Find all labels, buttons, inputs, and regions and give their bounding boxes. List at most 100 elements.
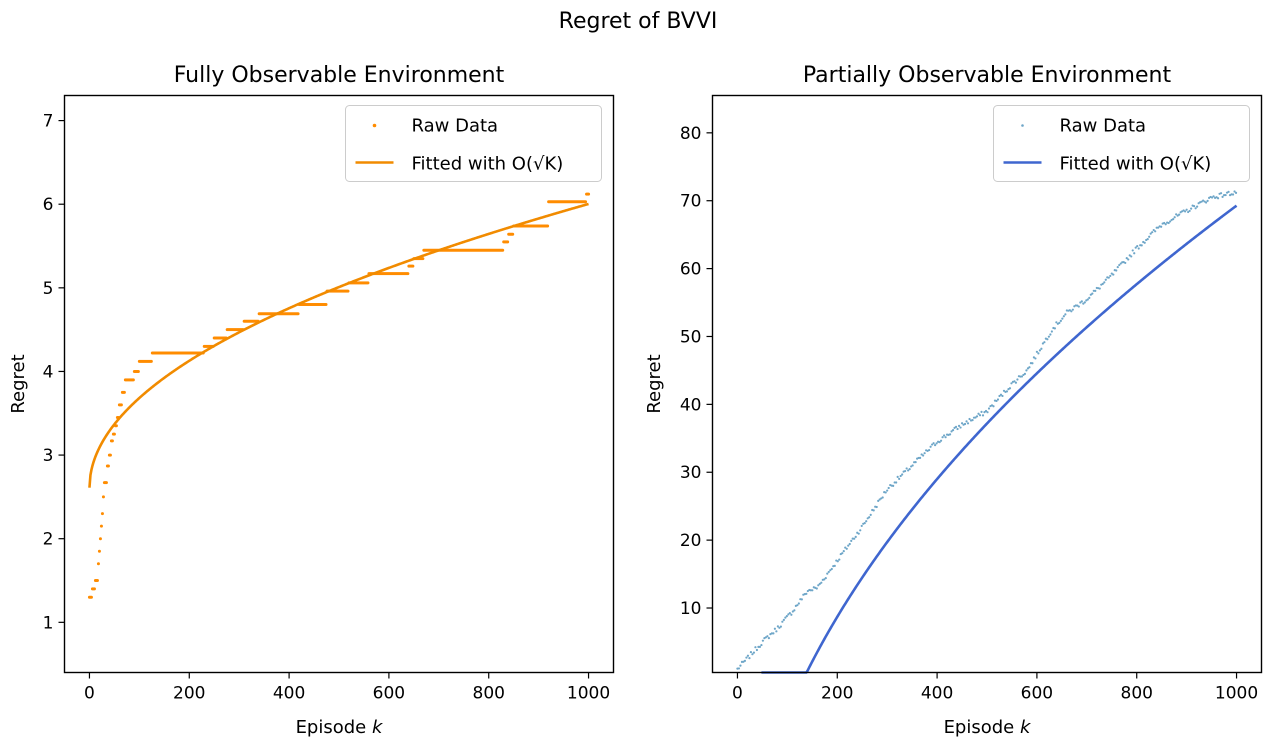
raw-data-point (1040, 347, 1043, 350)
axes-frame (63, 94, 615, 674)
raw-data-point (938, 441, 941, 444)
raw-data-point (815, 587, 818, 590)
raw-data-point (1101, 282, 1104, 285)
raw-data-point (1151, 231, 1154, 234)
raw-data-point (1070, 310, 1073, 313)
x-tick-label: 1000 (1215, 684, 1258, 704)
raw-data-point (1109, 274, 1112, 278)
raw-data-point (1233, 190, 1236, 193)
raw-data-point (1154, 230, 1157, 233)
raw-data-point (911, 464, 914, 467)
raw-data-point (1152, 228, 1155, 232)
raw-data-point (1193, 205, 1196, 208)
raw-data-point (781, 620, 784, 623)
raw-data-point (748, 656, 751, 660)
x-tick-label: 400 (273, 684, 305, 704)
raw-data-point (99, 524, 103, 528)
raw-data-point (787, 613, 790, 616)
raw-data-point (1104, 278, 1107, 281)
raw-data-point (827, 570, 830, 574)
raw-data-point (992, 405, 995, 408)
legend-box (993, 105, 1250, 182)
x-tick-label: 800 (1121, 684, 1153, 704)
raw-data-point (784, 616, 787, 619)
raw-data-point (1094, 289, 1097, 292)
raw-data-point (501, 248, 505, 252)
raw-data-point (984, 409, 988, 413)
raw-data-point (131, 378, 135, 382)
x-tick-label: 1000 (567, 684, 610, 704)
raw-data-point (1046, 338, 1049, 341)
raw-data-point (853, 537, 856, 540)
raw-data-point (760, 643, 763, 647)
raw-data-point (790, 613, 793, 616)
raw-data-point (841, 552, 844, 555)
raw-data-point (136, 369, 140, 373)
y-tick-label: 50 (680, 327, 702, 347)
raw-data-point (886, 489, 889, 492)
raw-data-point (1083, 301, 1086, 304)
raw-data-point (1103, 281, 1106, 284)
raw-data-point (1025, 369, 1028, 372)
raw-data-point (844, 546, 847, 549)
raw-data-point (796, 604, 799, 607)
raw-data-point (1134, 246, 1137, 249)
raw-data-point (1224, 193, 1227, 197)
raw-data-point (881, 496, 884, 499)
raw-data-point (1071, 308, 1074, 311)
raw-data-point (797, 602, 800, 605)
y-axis-label: Regret (8, 354, 29, 413)
raw-data-point (908, 468, 911, 471)
raw-data-point (743, 659, 747, 662)
raw-data-point (1143, 241, 1146, 244)
raw-data-point (1037, 352, 1040, 355)
raw-data-point (1125, 257, 1128, 260)
raw-data-point (1059, 319, 1062, 322)
raw-data-point (905, 467, 908, 470)
raw-data-point (868, 516, 871, 519)
raw-data-point (941, 436, 944, 439)
raw-data-point (1047, 335, 1050, 338)
raw-data-point (112, 432, 116, 436)
raw-data-point (823, 578, 826, 581)
raw-data-point (421, 257, 425, 261)
raw-data-point (767, 637, 771, 640)
raw-data-point (1086, 298, 1089, 301)
x-tick-label: 400 (921, 684, 953, 704)
raw-data-point (1043, 341, 1046, 344)
raw-data-point (411, 264, 415, 268)
raw-data-point (119, 403, 123, 407)
raw-data-point (1020, 375, 1024, 378)
raw-data-point (791, 610, 794, 613)
legend-label-raw: Raw Data (1060, 116, 1147, 137)
raw-data-point (1167, 221, 1170, 225)
raw-data-point (1014, 381, 1018, 384)
raw-data-point (1137, 247, 1140, 250)
raw-data-point (877, 499, 880, 502)
raw-data-point (942, 434, 946, 437)
raw-data-point (1164, 223, 1167, 226)
raw-data-point (108, 453, 112, 457)
raw-data-point (1041, 342, 1044, 345)
y-tick-label: 2 (43, 530, 54, 550)
raw-data-point (1130, 255, 1133, 258)
plot-area (87, 192, 591, 599)
raw-data-point (875, 505, 878, 509)
raw-data-point (899, 474, 902, 478)
raw-data-point (746, 654, 750, 657)
raw-data-point (956, 427, 959, 431)
raw-data-point (788, 611, 791, 615)
raw-data-point (986, 411, 989, 414)
raw-data-point (1050, 330, 1053, 333)
raw-data-point (1131, 249, 1134, 252)
raw-data-point (1055, 321, 1058, 324)
raw-data-point (1112, 273, 1115, 276)
raw-data-point (1212, 195, 1215, 198)
raw-data-point (845, 547, 848, 550)
plot-area (736, 190, 1238, 674)
raw-data-point (1005, 390, 1009, 393)
raw-data-point (1077, 305, 1080, 308)
raw-data-point (1064, 313, 1067, 316)
raw-data-point (1190, 207, 1193, 210)
raw-data-point (987, 407, 991, 410)
